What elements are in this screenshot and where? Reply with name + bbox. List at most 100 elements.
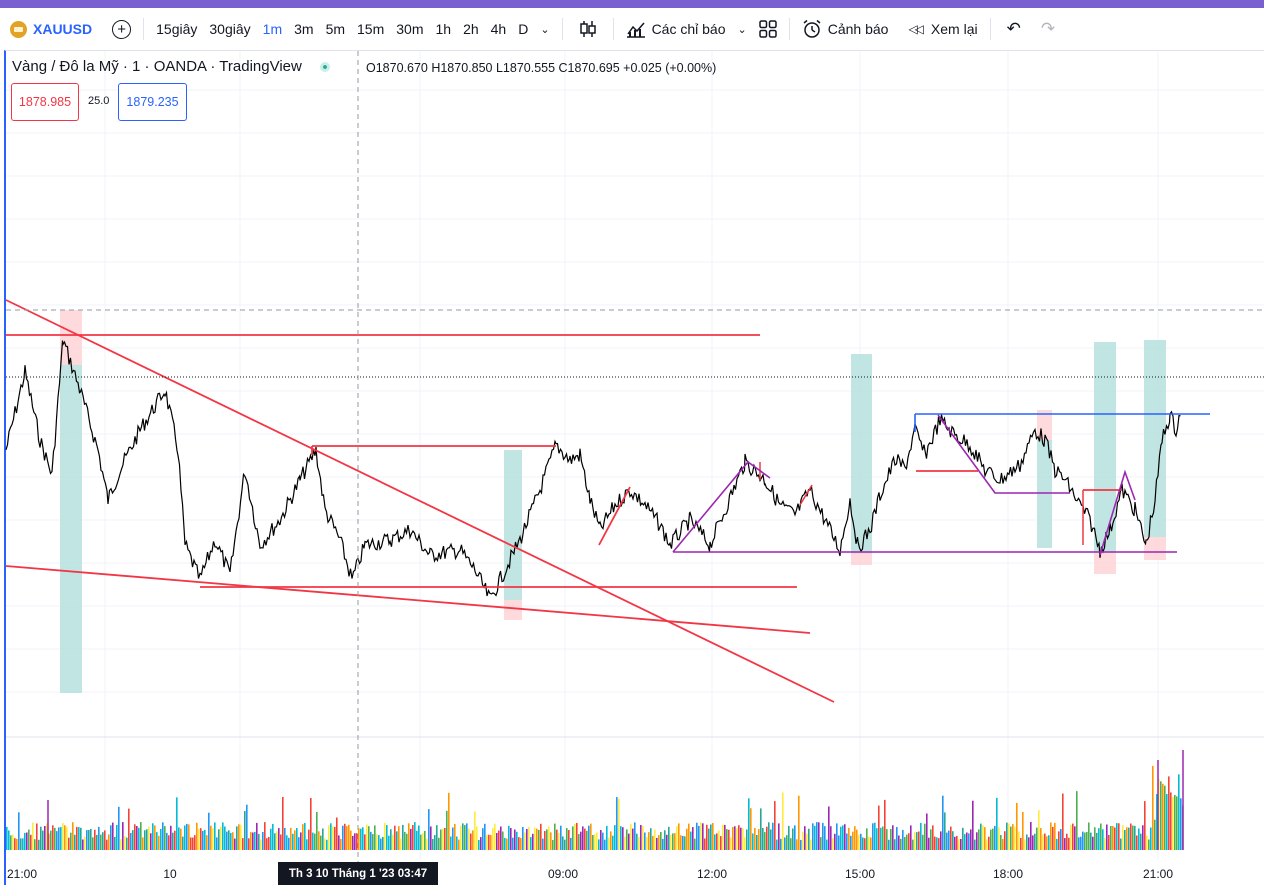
layout-button[interactable] [753, 14, 783, 44]
volume-bar [692, 827, 694, 850]
volume-bar [14, 838, 16, 850]
volume-bar [536, 828, 538, 850]
volume-bar [1174, 795, 1176, 850]
volume-bar [340, 839, 342, 850]
highlight-box-red [504, 600, 522, 620]
sell-button[interactable]: 1878.985 [11, 83, 79, 121]
replay-button[interactable]: ◁◁ Xem lại [902, 14, 983, 44]
volume-bar [338, 835, 340, 850]
volume-bar [362, 827, 364, 850]
volume-bar [740, 827, 742, 850]
interval-button[interactable]: 1h [435, 21, 452, 37]
volume-bar [744, 837, 746, 850]
volume-bar [528, 827, 530, 850]
volume-bar [608, 837, 610, 850]
volume-bar [380, 838, 382, 850]
redo-button[interactable]: ↷ [1031, 14, 1065, 44]
volume-bar [6, 826, 8, 850]
volume-bar [990, 829, 992, 850]
volume-bar [586, 830, 588, 850]
volume-bar [440, 829, 442, 850]
volume-bar [106, 839, 108, 850]
interval-button[interactable]: 4h [490, 21, 507, 37]
indicators-dropdown-button[interactable]: ⌄ [732, 14, 753, 44]
interval-button[interactable]: 15giây [156, 21, 198, 37]
volume-bar [130, 833, 132, 850]
interval-button[interactable]: 30giây [209, 21, 251, 37]
interval-button[interactable]: 2h [463, 21, 479, 37]
volume-bar [596, 832, 598, 850]
interval-button[interactable]: 15m [357, 21, 385, 37]
volume-bar [320, 835, 322, 850]
volume-bar [756, 835, 758, 850]
volume-bar [566, 828, 568, 850]
alert-button[interactable]: Cảnh báo [796, 14, 895, 44]
volume-bar [870, 837, 872, 850]
volume-bar [614, 825, 616, 850]
volume-bar [1068, 837, 1070, 850]
volume-bar [450, 836, 452, 850]
volume-bar [956, 836, 958, 850]
volume-bar [746, 829, 748, 850]
volume-bar [994, 826, 996, 850]
volume-bar [74, 834, 76, 850]
top-toolbar: XAUUSD + 15giây 30giây 1m 3m 5m 15m 30m 1h 2h 4h D… [0, 8, 1264, 50]
interval-dropdown-button[interactable]: ⌄ [534, 14, 555, 44]
volume-bar [1108, 835, 1110, 850]
chart-pane[interactable] [4, 50, 1264, 885]
volume-bar [124, 836, 126, 850]
volume-bar [158, 835, 160, 850]
volume-bar [280, 834, 282, 850]
volume-bar [1086, 832, 1088, 850]
toolbar-divider [788, 18, 790, 40]
volume-bar [360, 828, 362, 850]
volume-bar [564, 839, 566, 850]
volume-bar [506, 838, 508, 850]
volume-bar [948, 830, 950, 850]
volume-bar [388, 835, 390, 850]
volume-bar [842, 825, 844, 850]
volume-bar [852, 831, 854, 850]
interval-button[interactable]: 1m [262, 21, 283, 37]
volume-bar [12, 834, 14, 850]
chart-type-button[interactable] [569, 14, 607, 44]
volume-bar [896, 827, 898, 850]
volume-bar [570, 837, 572, 850]
interval-button[interactable]: 3m [294, 21, 314, 37]
indicators-button[interactable]: Các chỉ báo [620, 14, 732, 44]
undo-button[interactable]: ↶ [997, 14, 1031, 44]
volume-bar [1106, 824, 1108, 850]
volume-bar [886, 829, 888, 850]
volume-bar [114, 837, 116, 850]
volume-bar [378, 835, 380, 850]
volume-bar [930, 829, 932, 850]
volume-bar [1054, 822, 1056, 850]
volume-bar [866, 828, 868, 850]
volume-bar [96, 834, 98, 850]
volume-bar [226, 831, 228, 850]
volume-bar [38, 839, 40, 850]
volume-bar [352, 835, 354, 850]
indicators-icon [626, 22, 645, 38]
interval-button[interactable]: 5m [325, 21, 346, 37]
volume-bar [780, 838, 782, 850]
volume-bar [284, 827, 286, 850]
volume-bar [966, 832, 968, 850]
buy-button[interactable]: 1879.235 [118, 83, 187, 121]
interval-button[interactable]: D [518, 21, 529, 37]
volume-bar [1142, 825, 1144, 850]
volume-bar [688, 823, 690, 850]
compare-symbol-button[interactable]: + [106, 14, 137, 44]
volume-bar [836, 823, 838, 850]
volume-bar [912, 839, 914, 850]
volume-bar [580, 831, 582, 850]
volume-bar [784, 837, 786, 850]
volume-bar [268, 836, 270, 850]
symbol-search-button[interactable]: XAUUSD [0, 14, 98, 44]
interval-button[interactable]: 30m [396, 21, 424, 37]
volume-bar [1064, 838, 1066, 850]
volume-bar [452, 827, 454, 850]
volume-bar [42, 830, 44, 850]
volume-bar [814, 825, 816, 850]
